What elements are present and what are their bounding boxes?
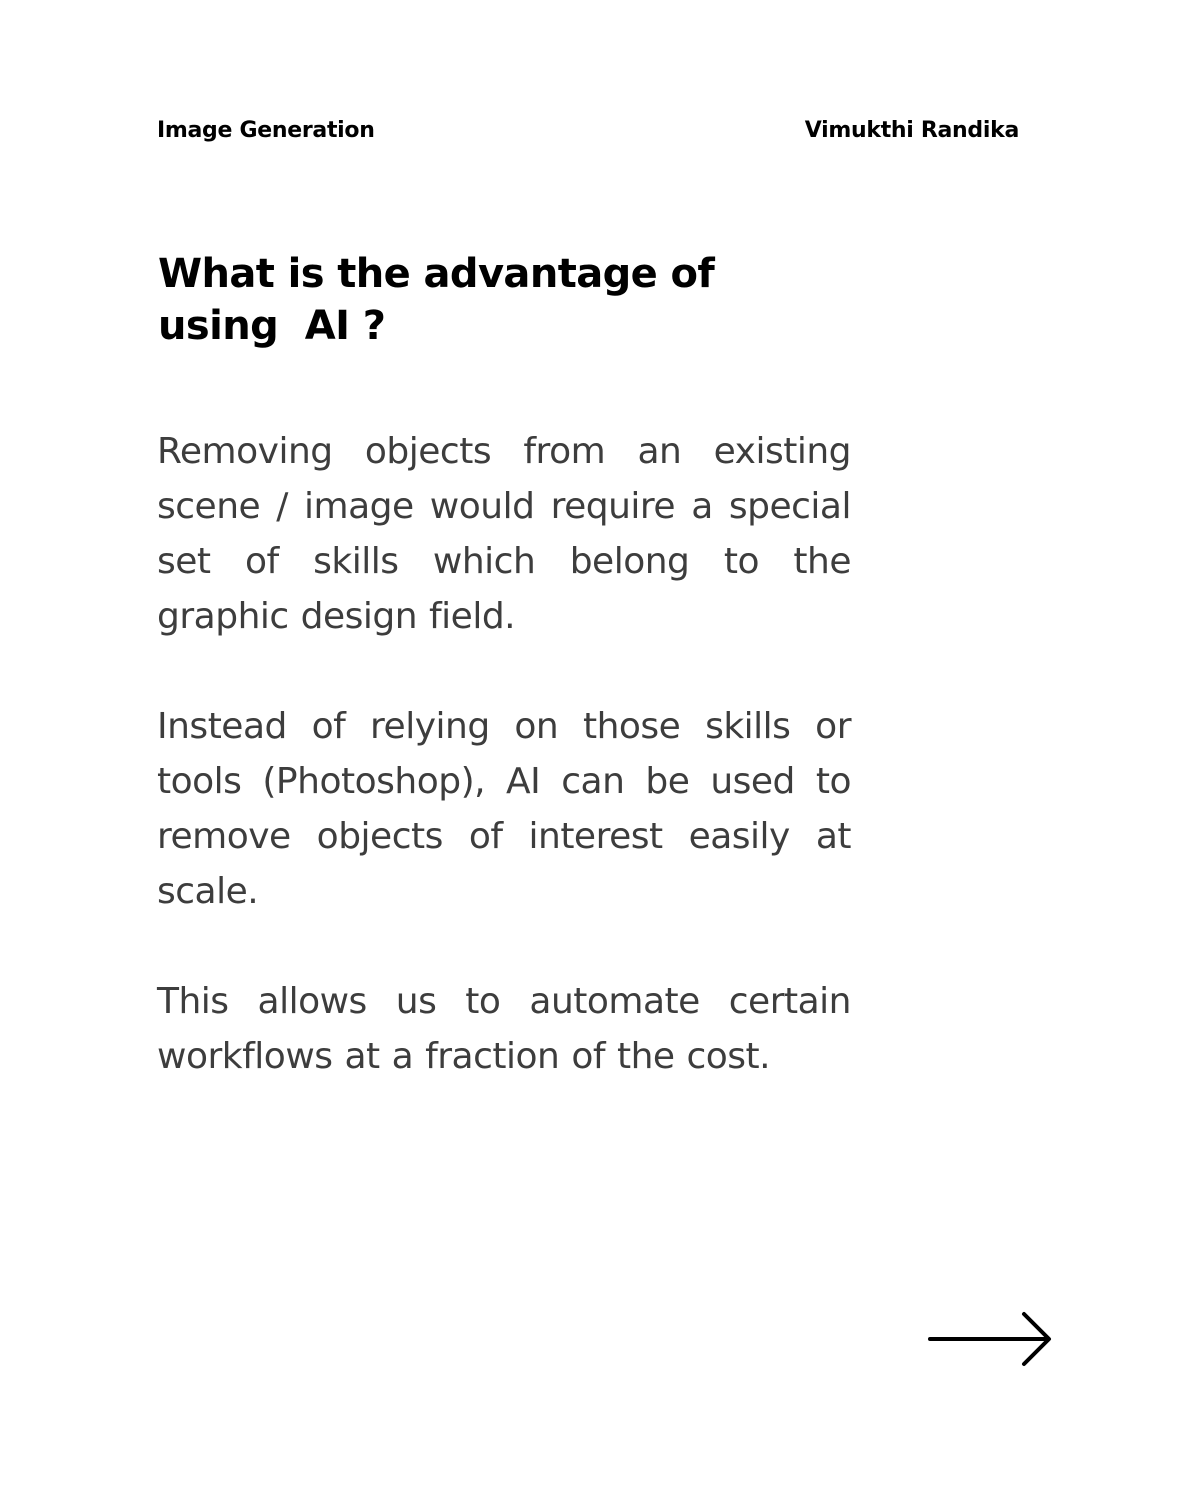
paragraph-1: Removing objects from an existing scene … [157, 431, 852, 637]
page-title: What is the advantage of using AI ? [158, 248, 778, 352]
author-name: Vimukthi Randika [804, 118, 1020, 143]
page-title-line-1: What is the advantage of [158, 251, 715, 297]
arrow-right-icon[interactable] [928, 1310, 1054, 1368]
paragraph-3: This allows us to automate certain workf… [157, 981, 852, 1077]
body-text: Removing objects from an existing scene … [157, 424, 852, 1139]
page-title-line-2: using AI ? [158, 303, 386, 349]
series-topic: Image Generation [157, 118, 375, 143]
paragraph-2: Instead of relying on those skills or to… [157, 706, 852, 912]
